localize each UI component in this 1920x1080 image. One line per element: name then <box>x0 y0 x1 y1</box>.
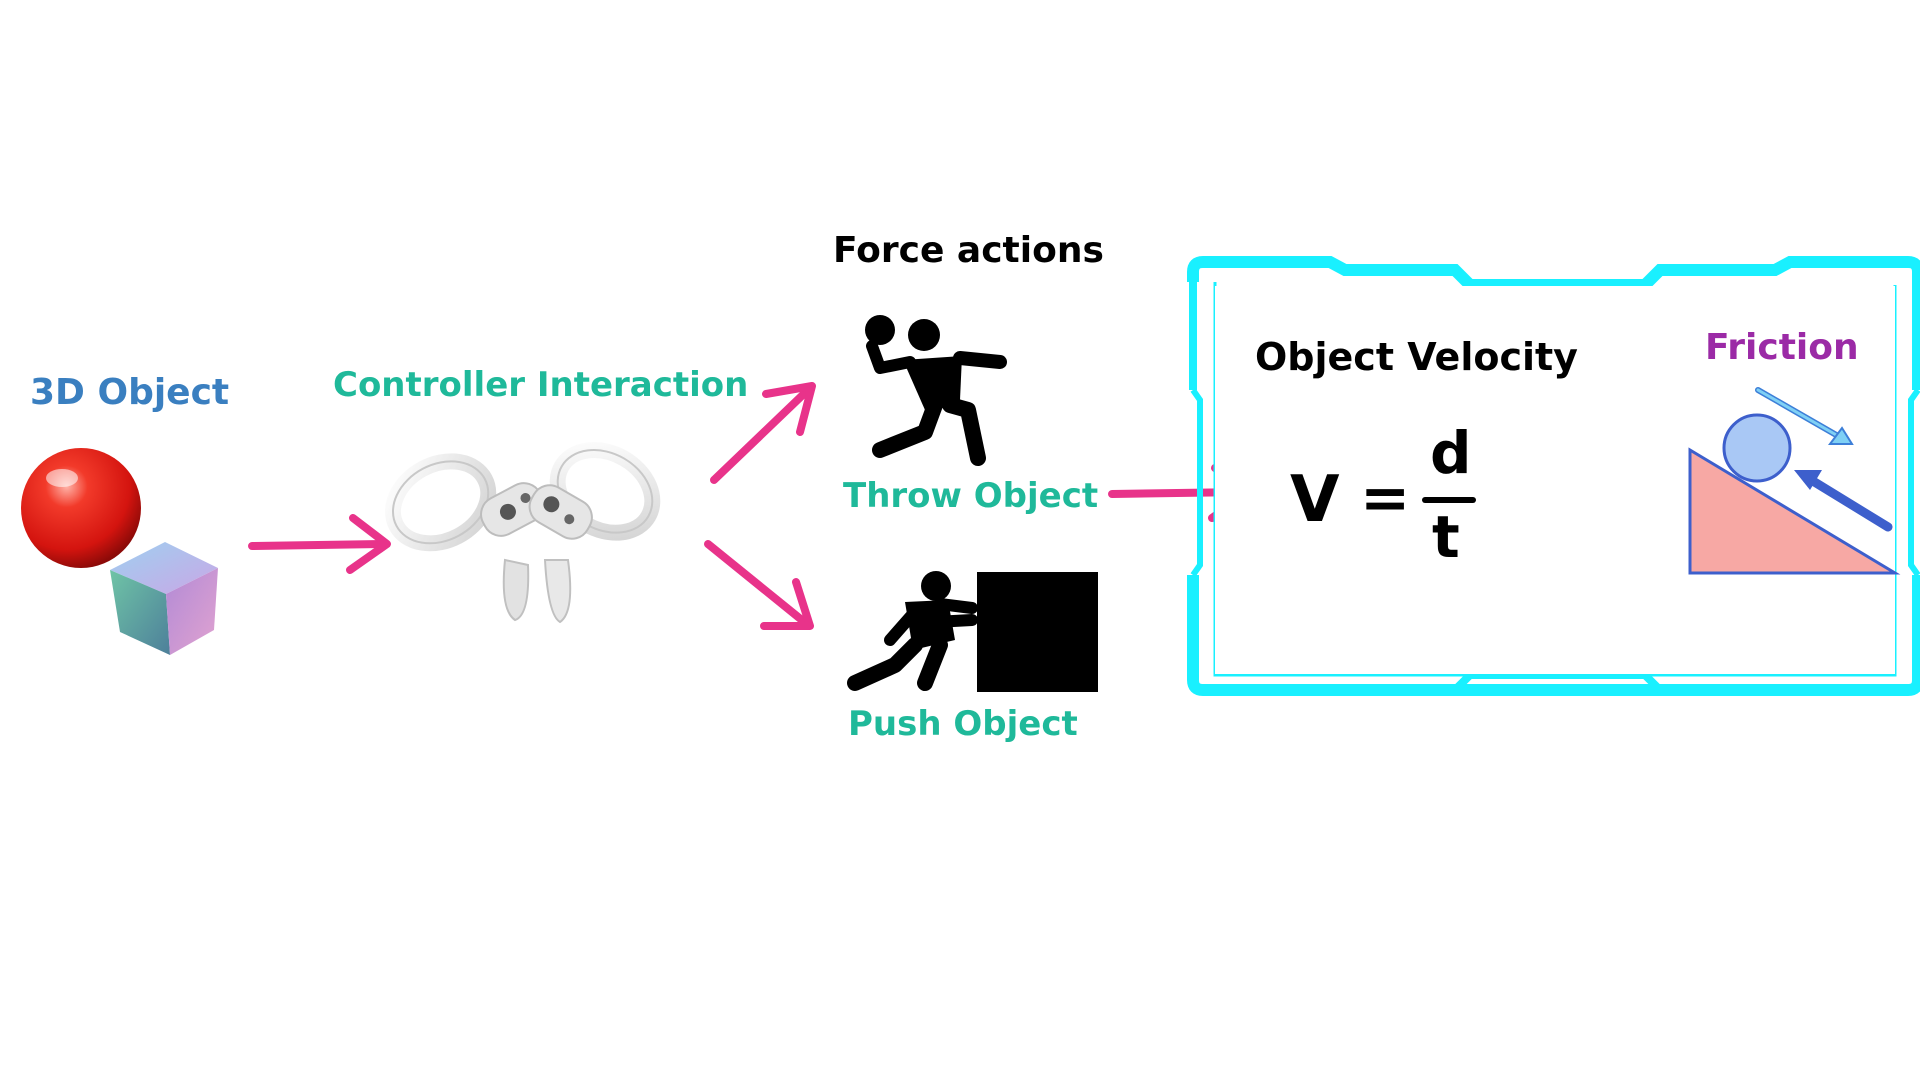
label-object-velocity: Object Velocity <box>1255 335 1578 379</box>
velocity-formula: V = d t <box>1290 419 1530 575</box>
label-3d-object: 3D Object <box>30 372 230 413</box>
label-throw-object: Throw Object <box>843 476 1099 516</box>
velocity-panel <box>1215 286 1895 674</box>
friction-ramp-icon <box>1688 413 1901 575</box>
motion-arrow-icon <box>1755 387 1854 445</box>
friction-arrow-icon <box>1794 470 1893 532</box>
cube-icon <box>110 542 218 655</box>
label-friction: Friction <box>1705 327 1859 368</box>
arrow-controller-to-push <box>704 540 814 630</box>
push-box-icon <box>977 572 1098 692</box>
arrow-controller-to-throw <box>710 382 816 484</box>
label-controller-interaction: Controller Interaction <box>333 365 749 405</box>
label-force-actions: Force actions <box>833 230 1104 271</box>
push-person-icon <box>847 571 978 691</box>
sphere-icon <box>21 448 141 568</box>
formula-lhs: V <box>1290 463 1340 537</box>
vr-controllers-icon <box>384 442 661 624</box>
formula-fraction-bar <box>1422 497 1476 503</box>
formula-denominator: t <box>1432 503 1460 571</box>
formula-equals: = <box>1360 463 1411 533</box>
throw-person-icon <box>865 315 1007 466</box>
label-push-object: Push Object <box>848 704 1078 744</box>
arrow-object-to-controller <box>248 514 391 574</box>
formula-numerator: d <box>1430 419 1472 487</box>
